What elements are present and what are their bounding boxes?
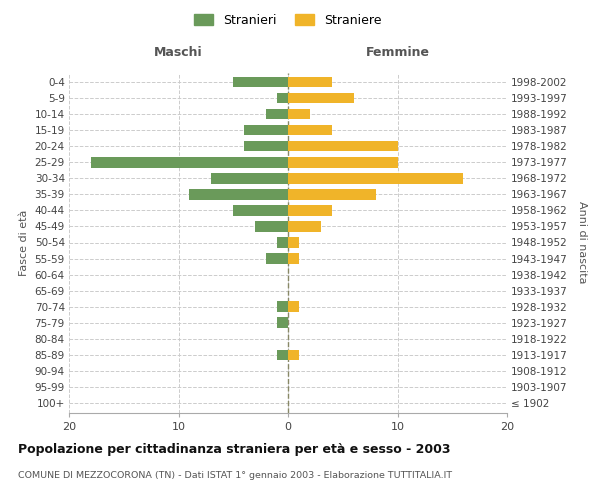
Bar (244, 125, 288, 136)
Bar (277, 318, 288, 328)
Text: Maschi: Maschi (154, 46, 203, 59)
Text: COMUNE DI MEZZOCORONA (TN) - Dati ISTAT 1° gennaio 2003 - Elaborazione TUTTITALI: COMUNE DI MEZZOCORONA (TN) - Dati ISTAT … (18, 471, 452, 480)
Bar (190, 189, 288, 200)
Bar (288, 109, 310, 120)
Bar (233, 205, 288, 216)
Y-axis label: Fasce di età: Fasce di età (19, 210, 29, 276)
Bar (288, 205, 332, 216)
Bar (277, 302, 288, 312)
Bar (244, 141, 288, 152)
Text: Popolazione per cittadinanza straniera per età e sesso - 2003: Popolazione per cittadinanza straniera p… (18, 442, 451, 456)
Bar (91, 157, 288, 168)
Bar (277, 93, 288, 104)
Y-axis label: Anni di nascita: Anni di nascita (577, 201, 587, 283)
Bar (233, 77, 288, 88)
Bar (288, 125, 332, 136)
Legend: Stranieri, Straniere: Stranieri, Straniere (190, 8, 386, 32)
Text: Femmine: Femmine (365, 46, 430, 59)
Bar (288, 238, 299, 248)
Bar (288, 141, 398, 152)
Bar (288, 173, 463, 184)
Bar (266, 254, 288, 264)
Bar (288, 93, 354, 104)
Bar (277, 350, 288, 360)
Bar (288, 302, 299, 312)
Bar (288, 350, 299, 360)
Bar (288, 77, 332, 88)
Bar (288, 221, 321, 232)
Bar (266, 109, 288, 120)
Bar (211, 173, 288, 184)
Bar (288, 189, 376, 200)
Bar (288, 254, 299, 264)
Bar (288, 157, 398, 168)
Bar (255, 221, 288, 232)
Bar (277, 238, 288, 248)
